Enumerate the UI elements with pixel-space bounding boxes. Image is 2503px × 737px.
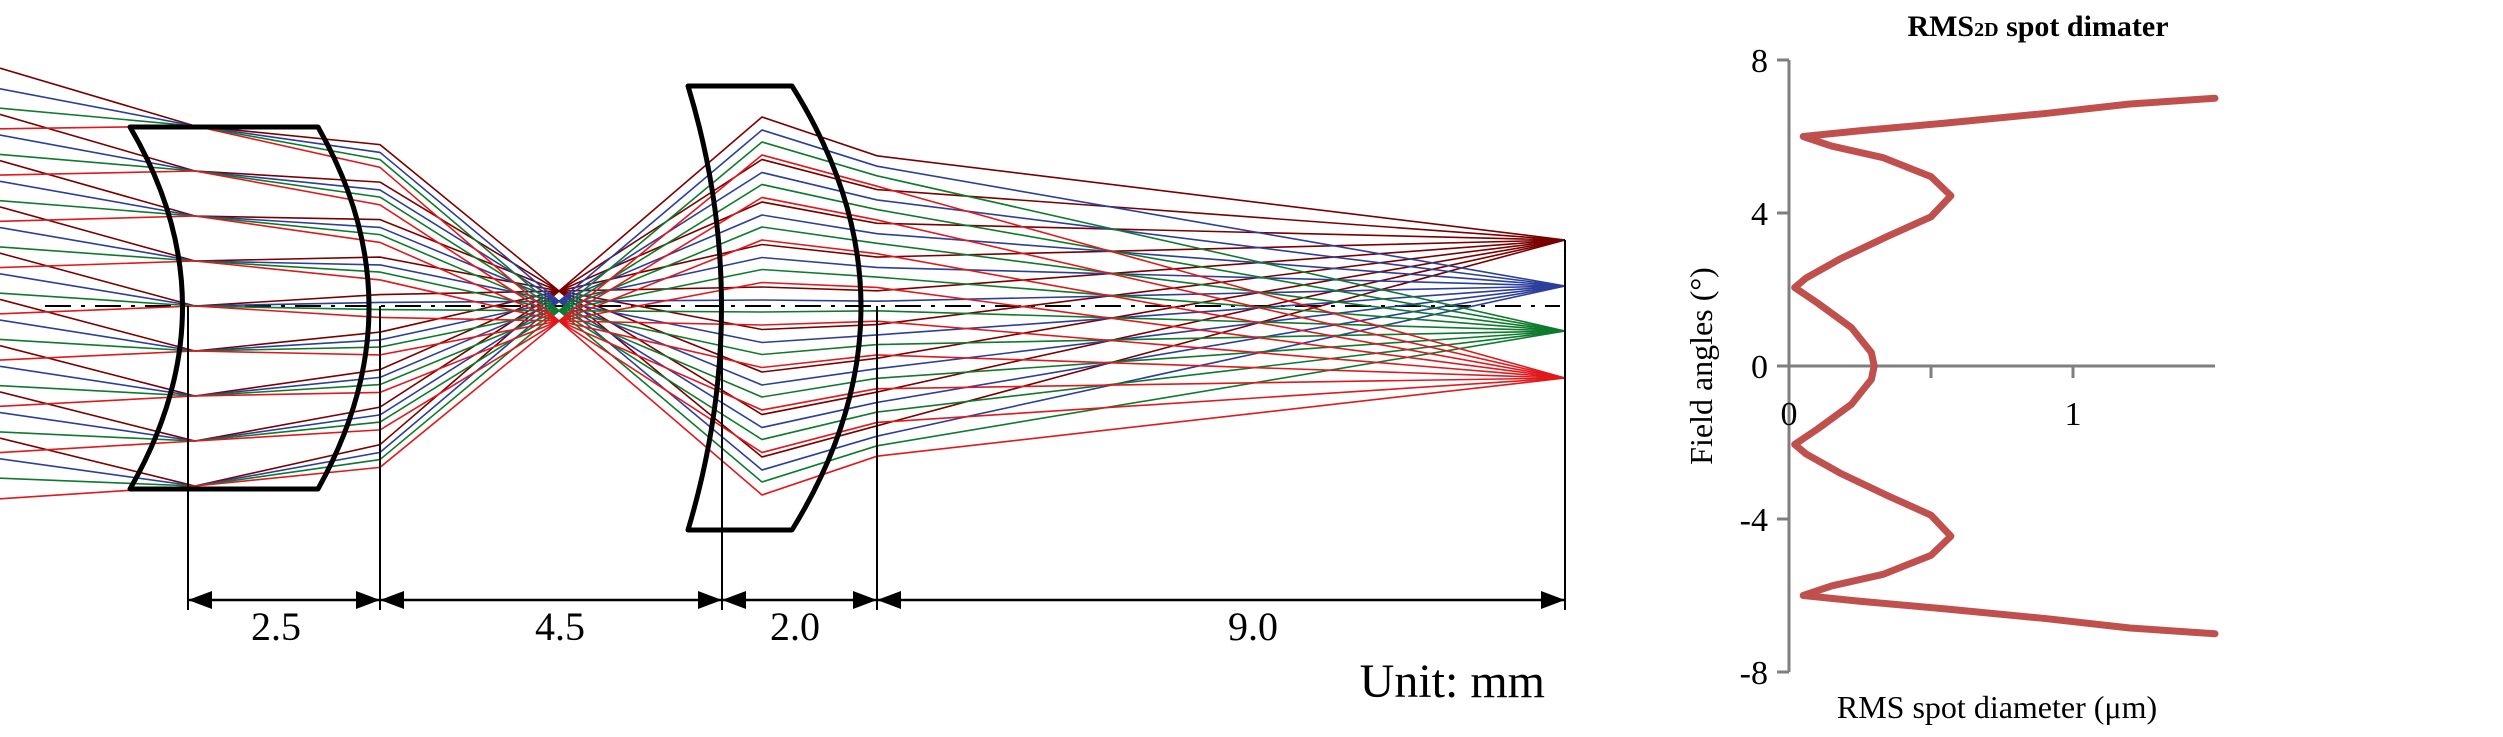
lens-1 bbox=[127, 124, 372, 492]
ray-bundles bbox=[0, 67, 1566, 500]
dimension-label-4: 9.0 bbox=[1228, 604, 1278, 649]
chart-title: RMS2D spot dimater bbox=[1907, 10, 2168, 43]
ray-line bbox=[0, 239, 1566, 307]
ray-line bbox=[0, 239, 1566, 352]
dimension-label-2: 4.5 bbox=[535, 604, 585, 649]
arrowhead bbox=[380, 591, 404, 609]
dimension-label-1: 2.5 bbox=[251, 604, 301, 649]
ray-line bbox=[0, 170, 1566, 454]
y-tick-label: 0 bbox=[1751, 349, 1768, 386]
y-tick-label: -4 bbox=[1740, 502, 1768, 539]
ray-line bbox=[0, 153, 1566, 441]
unit-label: Unit: mm bbox=[1360, 655, 1545, 708]
ray-line bbox=[0, 214, 1566, 397]
ray-line bbox=[0, 305, 1566, 379]
y-tick-label: 4 bbox=[1751, 196, 1768, 233]
ray-line bbox=[0, 281, 1566, 379]
ray-line bbox=[0, 215, 1566, 411]
rms-spot-chart: RMS2D spot dimater 8 4 0 -4 -8 0 1 RMS s… bbox=[1683, 10, 2219, 725]
ray-line bbox=[0, 196, 1566, 454]
ray-line bbox=[0, 116, 1566, 487]
ray-line bbox=[0, 125, 1566, 496]
dimension-arrows bbox=[188, 591, 1565, 609]
ray-line bbox=[0, 256, 1566, 352]
arrowhead bbox=[1541, 591, 1565, 609]
ray-line bbox=[0, 201, 1566, 397]
y-tick-label: 8 bbox=[1751, 43, 1768, 80]
x-axis-label: RMS spot diameter (μm) bbox=[1837, 689, 2157, 725]
ray-line bbox=[0, 158, 1566, 442]
arrowhead bbox=[722, 591, 746, 609]
dimension-label-3: 2.0 bbox=[770, 604, 820, 649]
ray-line bbox=[0, 268, 1566, 352]
ray-line bbox=[0, 226, 1566, 397]
ray-line bbox=[0, 239, 1566, 408]
arrowhead bbox=[877, 591, 901, 609]
y-tick-label: -8 bbox=[1740, 655, 1768, 692]
arrowhead bbox=[356, 591, 380, 609]
lens-2 bbox=[685, 83, 864, 533]
ray-line bbox=[0, 171, 1566, 442]
ray-line bbox=[0, 260, 1566, 379]
y-axis-label: Field angles (°) bbox=[1683, 267, 1719, 465]
arrowhead bbox=[853, 591, 877, 609]
x-tick-label: 0 bbox=[1781, 396, 1798, 433]
dimension-extension-lines bbox=[187, 240, 1566, 610]
ray-line bbox=[0, 141, 1566, 487]
ray-line bbox=[0, 183, 1566, 442]
arrowhead bbox=[698, 591, 722, 609]
ray-line bbox=[0, 159, 1566, 373]
rms-curve bbox=[1791, 94, 2219, 638]
x-tick-label: 1 bbox=[2065, 396, 2082, 433]
ray-line bbox=[0, 129, 1566, 487]
arrowhead bbox=[188, 591, 212, 609]
